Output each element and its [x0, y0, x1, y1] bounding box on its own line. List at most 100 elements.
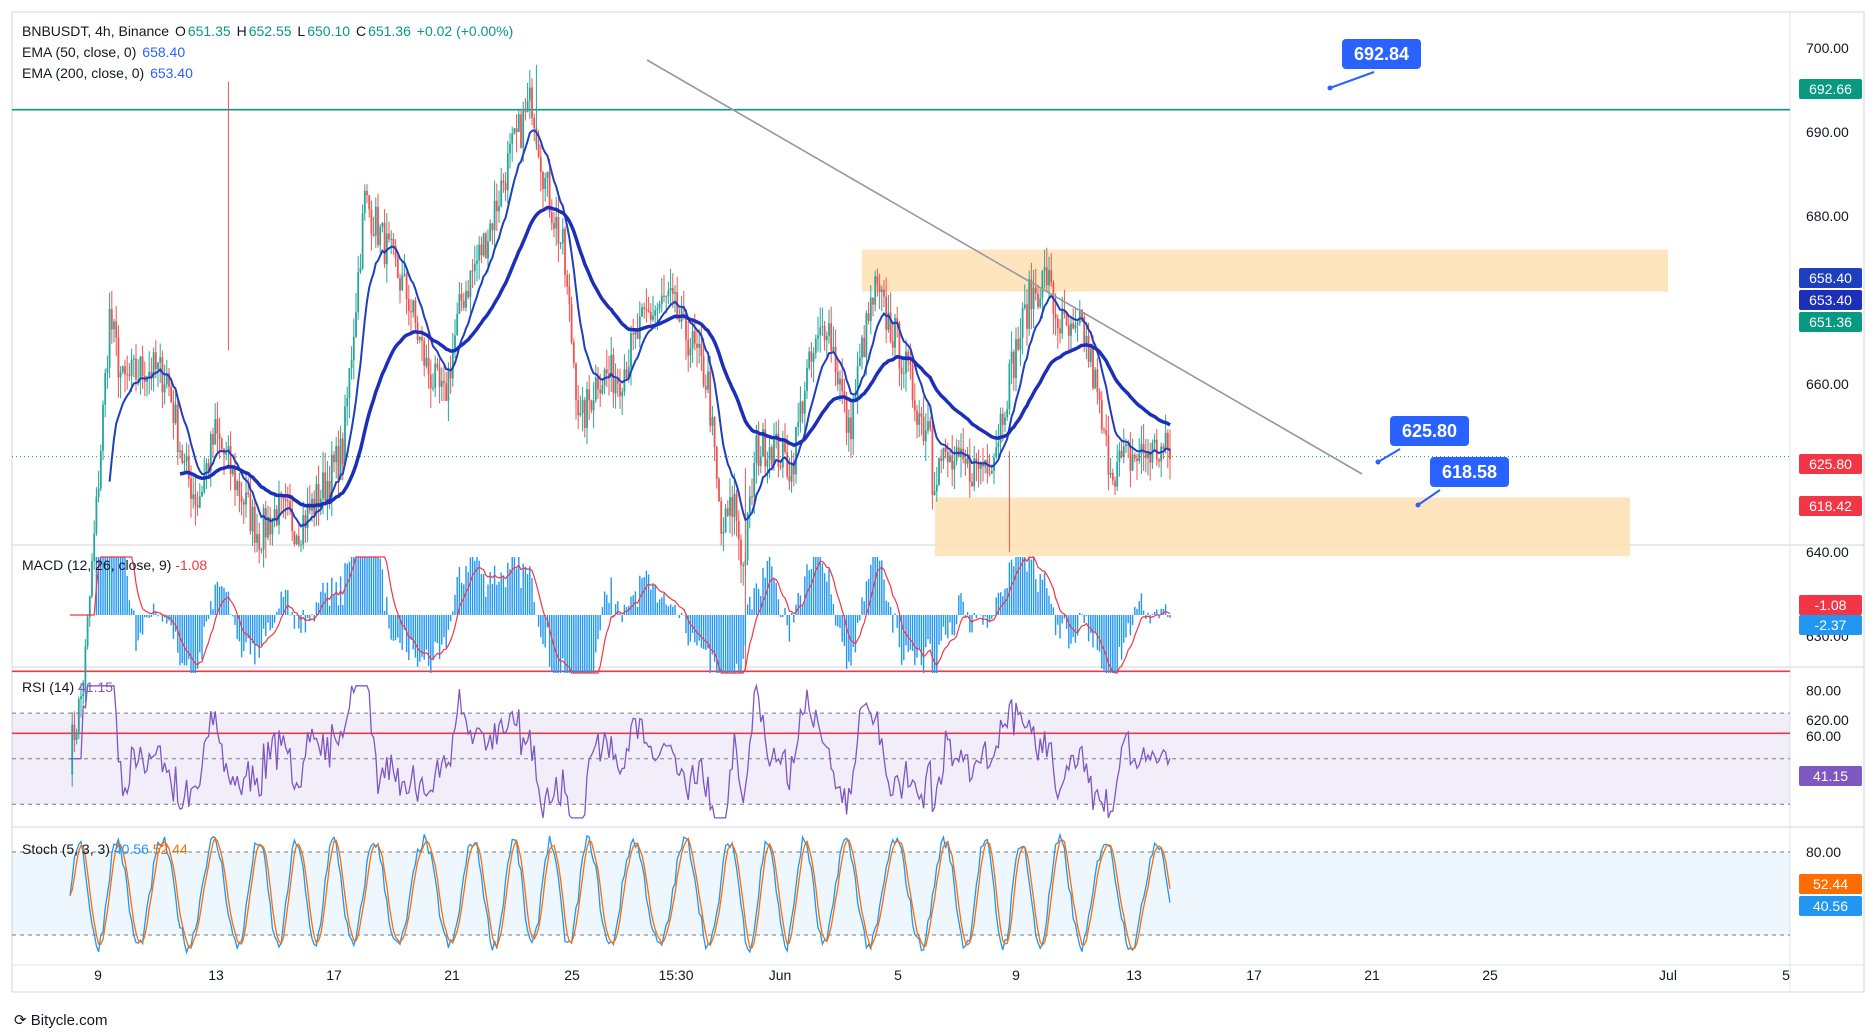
candle-body	[968, 455, 971, 482]
ema200-legend[interactable]: EMA (200, close, 0) 653.40	[22, 64, 195, 82]
candle-body	[601, 385, 604, 394]
candle-body	[476, 260, 478, 264]
candle-body	[544, 177, 547, 190]
candle-body	[253, 506, 256, 543]
candle	[198, 483, 201, 509]
candle-body	[1041, 270, 1044, 298]
candle	[405, 271, 408, 315]
candle-body	[830, 323, 833, 351]
candle-body	[229, 446, 232, 475]
candle	[504, 171, 507, 201]
candle	[764, 418, 767, 474]
candle	[781, 430, 784, 478]
ema200-label: EMA (200, close, 0)	[22, 65, 145, 81]
candle-body	[634, 330, 637, 335]
supply-zone	[862, 249, 1668, 292]
candle-body	[71, 724, 74, 775]
candle-body	[951, 455, 954, 470]
candle-body	[381, 223, 384, 227]
candle-body	[718, 479, 720, 502]
candle-body	[810, 351, 813, 362]
candle-body	[1045, 267, 1048, 286]
trendline[interactable]	[646, 59, 1363, 475]
candle-body	[542, 171, 544, 190]
candle	[339, 425, 342, 480]
candle-body	[1116, 461, 1119, 487]
candle-body	[379, 226, 382, 245]
candle	[625, 361, 628, 382]
support1-price-tag: 625.80	[1799, 454, 1862, 474]
price-callout-low[interactable]: 618.58	[1430, 457, 1510, 487]
candle	[993, 452, 995, 485]
moving-averages	[108, 129, 1171, 528]
candle	[1100, 391, 1103, 434]
candle	[586, 381, 588, 445]
candle	[968, 438, 971, 498]
candle	[830, 306, 833, 363]
candle-body	[944, 447, 947, 453]
candle-body	[698, 343, 701, 348]
candle-body	[77, 699, 80, 733]
candle	[920, 407, 923, 436]
candle-body	[447, 369, 450, 401]
candle-body	[559, 243, 562, 245]
candle-body	[977, 461, 980, 469]
candle-body	[234, 465, 236, 491]
candle	[1008, 359, 1011, 415]
candle	[557, 196, 560, 262]
candle	[1155, 428, 1158, 466]
candle-body	[366, 190, 368, 196]
candle	[539, 145, 542, 192]
candle-body	[172, 401, 175, 424]
candle	[1153, 433, 1156, 450]
candle	[916, 404, 918, 439]
ema50-legend[interactable]: EMA (50, close, 0) 658.40	[22, 43, 187, 61]
candle	[733, 473, 736, 535]
support2-price-tag: 618.42	[1799, 496, 1862, 516]
candle-body	[121, 366, 124, 373]
stoch-tick: 80.00	[1806, 844, 1841, 860]
rsi-legend[interactable]: RSI (14) 41.15	[22, 679, 113, 695]
candle-body	[1012, 351, 1015, 378]
candle	[550, 199, 553, 231]
candle	[1056, 314, 1059, 349]
candle	[935, 467, 938, 502]
macd-legend[interactable]: MACD (12, 26, close, 9) -1.08	[22, 557, 207, 573]
candle-body	[872, 297, 874, 305]
candle	[847, 409, 850, 452]
candle	[1118, 442, 1121, 477]
candle	[1078, 300, 1081, 327]
candle	[443, 363, 445, 402]
candle-body	[612, 354, 615, 394]
candle-body	[322, 472, 324, 499]
candle-body	[339, 438, 342, 480]
candle	[130, 348, 133, 393]
candle	[128, 363, 131, 381]
time-tick: 5	[894, 967, 902, 983]
candle-body	[828, 323, 830, 336]
candle-body	[300, 544, 302, 546]
candle-body	[568, 286, 571, 305]
candle	[1037, 284, 1039, 310]
candle	[742, 561, 745, 586]
macd-signal-line	[70, 556, 1171, 674]
candle	[711, 405, 714, 436]
candle-body	[726, 508, 729, 516]
candle	[275, 504, 278, 527]
rsi-pane: 80.00 60.00	[12, 682, 1841, 819]
candle-body	[740, 539, 742, 566]
candle	[997, 424, 1000, 457]
candle	[335, 436, 338, 479]
stoch-legend[interactable]: Stoch (5, 3, 3) 40.56 52.44	[22, 841, 188, 857]
candle-body	[297, 535, 300, 545]
price-callout-mid[interactable]: 625.80	[1390, 416, 1470, 446]
candle-body	[614, 379, 617, 394]
candle-body	[748, 496, 751, 513]
candle	[1131, 438, 1134, 472]
price-callout-top[interactable]: 692.84	[1342, 39, 1422, 69]
candle	[542, 171, 544, 209]
candle-body	[856, 366, 859, 397]
candle-body	[746, 512, 749, 561]
candle	[1076, 318, 1079, 342]
